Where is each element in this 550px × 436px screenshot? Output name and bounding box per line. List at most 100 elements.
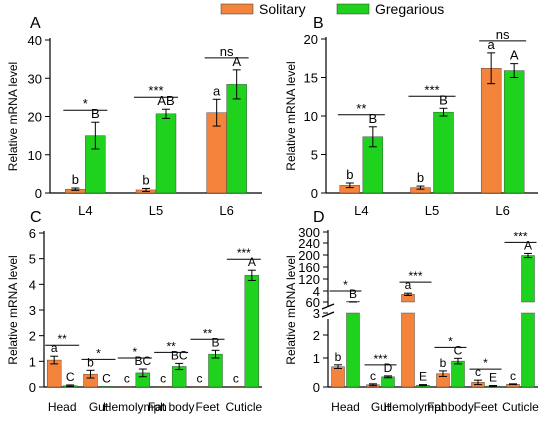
letter-label-gregarious: C (102, 371, 111, 385)
bar-gregarious-l6 (503, 70, 525, 194)
y-tick-label: 4 (29, 277, 36, 292)
significance-label: *** (513, 229, 527, 243)
y-tick-label: 15 (304, 71, 318, 86)
y-tick-label: 5 (29, 252, 36, 267)
bar-solitary-feet (192, 386, 207, 388)
error-bar-gregarious (439, 107, 448, 117)
y-tick-label: 240 (298, 236, 320, 251)
y-tick-label: 3 (29, 303, 36, 318)
significance-label: *** (373, 352, 387, 366)
letter-label-solitary: c (197, 371, 203, 385)
panel-label: B (313, 15, 324, 32)
y-tick-label: 6 (29, 226, 36, 241)
significance-label: ** (203, 326, 213, 340)
bar-solitary-cuticle (228, 386, 244, 388)
significance-label: *** (408, 269, 422, 283)
legend-label-solitary: Solitary (259, 1, 306, 17)
x-tick-label: L6 (219, 203, 233, 218)
error-bar-solitary (416, 185, 425, 190)
y-tick-label: 4 (313, 284, 320, 299)
error-bar-solitary (142, 187, 150, 192)
x-tick-label: Fat body (427, 400, 474, 414)
letter-label-solitary: a (213, 83, 221, 98)
y-axis-label: Relative mRNA level (6, 62, 20, 171)
letter-label-solitary: c (233, 371, 239, 385)
letter-label-solitary: b (417, 170, 424, 185)
bar-gregarious-gut (99, 386, 114, 388)
bar-solitary-hemolymph-lower (401, 312, 415, 388)
significance-label: * (96, 346, 101, 360)
y-tick-label: 200 (298, 248, 320, 263)
bar-solitary-head (331, 366, 345, 388)
letter-label-gregarious: A (248, 255, 256, 269)
bar-solitary-fat-body (155, 386, 171, 388)
panel-label: A (30, 15, 41, 32)
y-tick-label: 10 (304, 109, 318, 124)
error-bar-solitary (71, 187, 80, 191)
significance-label: * (132, 345, 137, 359)
y-tick-label: 300 (298, 225, 320, 240)
letter-label-solitary: c (510, 369, 516, 383)
x-tick-label: Gut (371, 400, 391, 414)
y-axis-label: Relative mRNA level (6, 255, 20, 364)
letter-label-gregarious: B (349, 287, 357, 301)
y-tick-label: 0 (35, 186, 42, 201)
letter-label-solitary: b (72, 172, 79, 187)
panel-label: D (313, 209, 325, 226)
error-bar-gregarious (454, 357, 462, 365)
bar-gregarious-l5 (155, 113, 177, 194)
significance-label: *** (148, 83, 163, 98)
y-tick-label: 0 (29, 380, 36, 395)
letter-label-solitary: c (370, 369, 376, 383)
x-tick-label: Hemolymph (103, 400, 167, 414)
y-tick-label: 60 (306, 295, 320, 310)
error-bar-solitary (50, 355, 59, 365)
significance-label: *** (237, 246, 251, 260)
letter-label-gregarious: B (439, 92, 448, 107)
letter-label-solitary: b (87, 355, 94, 369)
error-bar-gregarious (510, 63, 519, 78)
significance-label: ** (166, 339, 176, 353)
bar-solitary-l6 (480, 68, 502, 194)
letter-label-gregarious: E (419, 370, 427, 384)
bar-gregarious-head-lower (346, 312, 360, 388)
letter-label-gregarious: B (91, 106, 100, 121)
letter-label-gregarious: A (524, 238, 532, 252)
letter-label-solitary: c (124, 371, 130, 385)
error-bar-solitary (212, 98, 221, 127)
x-tick-label: Cuticle (225, 400, 262, 414)
significance-label: ns (220, 44, 234, 59)
letter-label-solitary: b (335, 350, 342, 364)
letter-label-gregarious: C (454, 343, 463, 357)
bar-gregarious-fat-body (451, 360, 465, 388)
legend: Solitary Gregarious (220, 1, 444, 17)
legend-swatch-gregarious (336, 3, 370, 15)
letter-label-solitary: b (142, 172, 149, 187)
error-bar-gregarious (524, 252, 532, 259)
x-tick-label: Head (48, 400, 77, 414)
error-bar-solitary (334, 364, 342, 369)
error-bar-solitary (487, 52, 496, 85)
y-tick-label: 0 (311, 186, 318, 201)
legend-label-gregarious: Gregarious (375, 1, 444, 17)
y-tick-label: 30 (28, 71, 42, 86)
error-bar-gregarious (175, 362, 184, 371)
chart-panel-d: D Relative mRNA level 0 1 2 3 460 1201602002403… (284, 209, 539, 414)
x-tick-label: Feet (195, 400, 220, 414)
x-tick-label: Fat body (148, 400, 195, 414)
letter-label-gregarious: E (489, 371, 497, 385)
letter-label-gregarious: A (510, 48, 519, 63)
letter-label-gregarious: D (384, 361, 393, 375)
error-bar-gregarious (368, 126, 377, 148)
letter-label-solitary: a (488, 37, 496, 52)
bar-gregarious-cuticle-lower (521, 312, 535, 388)
y-tick-label: 40 (28, 33, 42, 48)
y-tick-label: 1 (29, 354, 36, 369)
error-bar-gregarious (247, 269, 256, 281)
x-tick-label: Hemolymph (383, 400, 447, 414)
y-tick-label: 120 (298, 272, 320, 287)
x-tick-label: L5 (425, 203, 439, 218)
significance-label: * (448, 334, 453, 348)
